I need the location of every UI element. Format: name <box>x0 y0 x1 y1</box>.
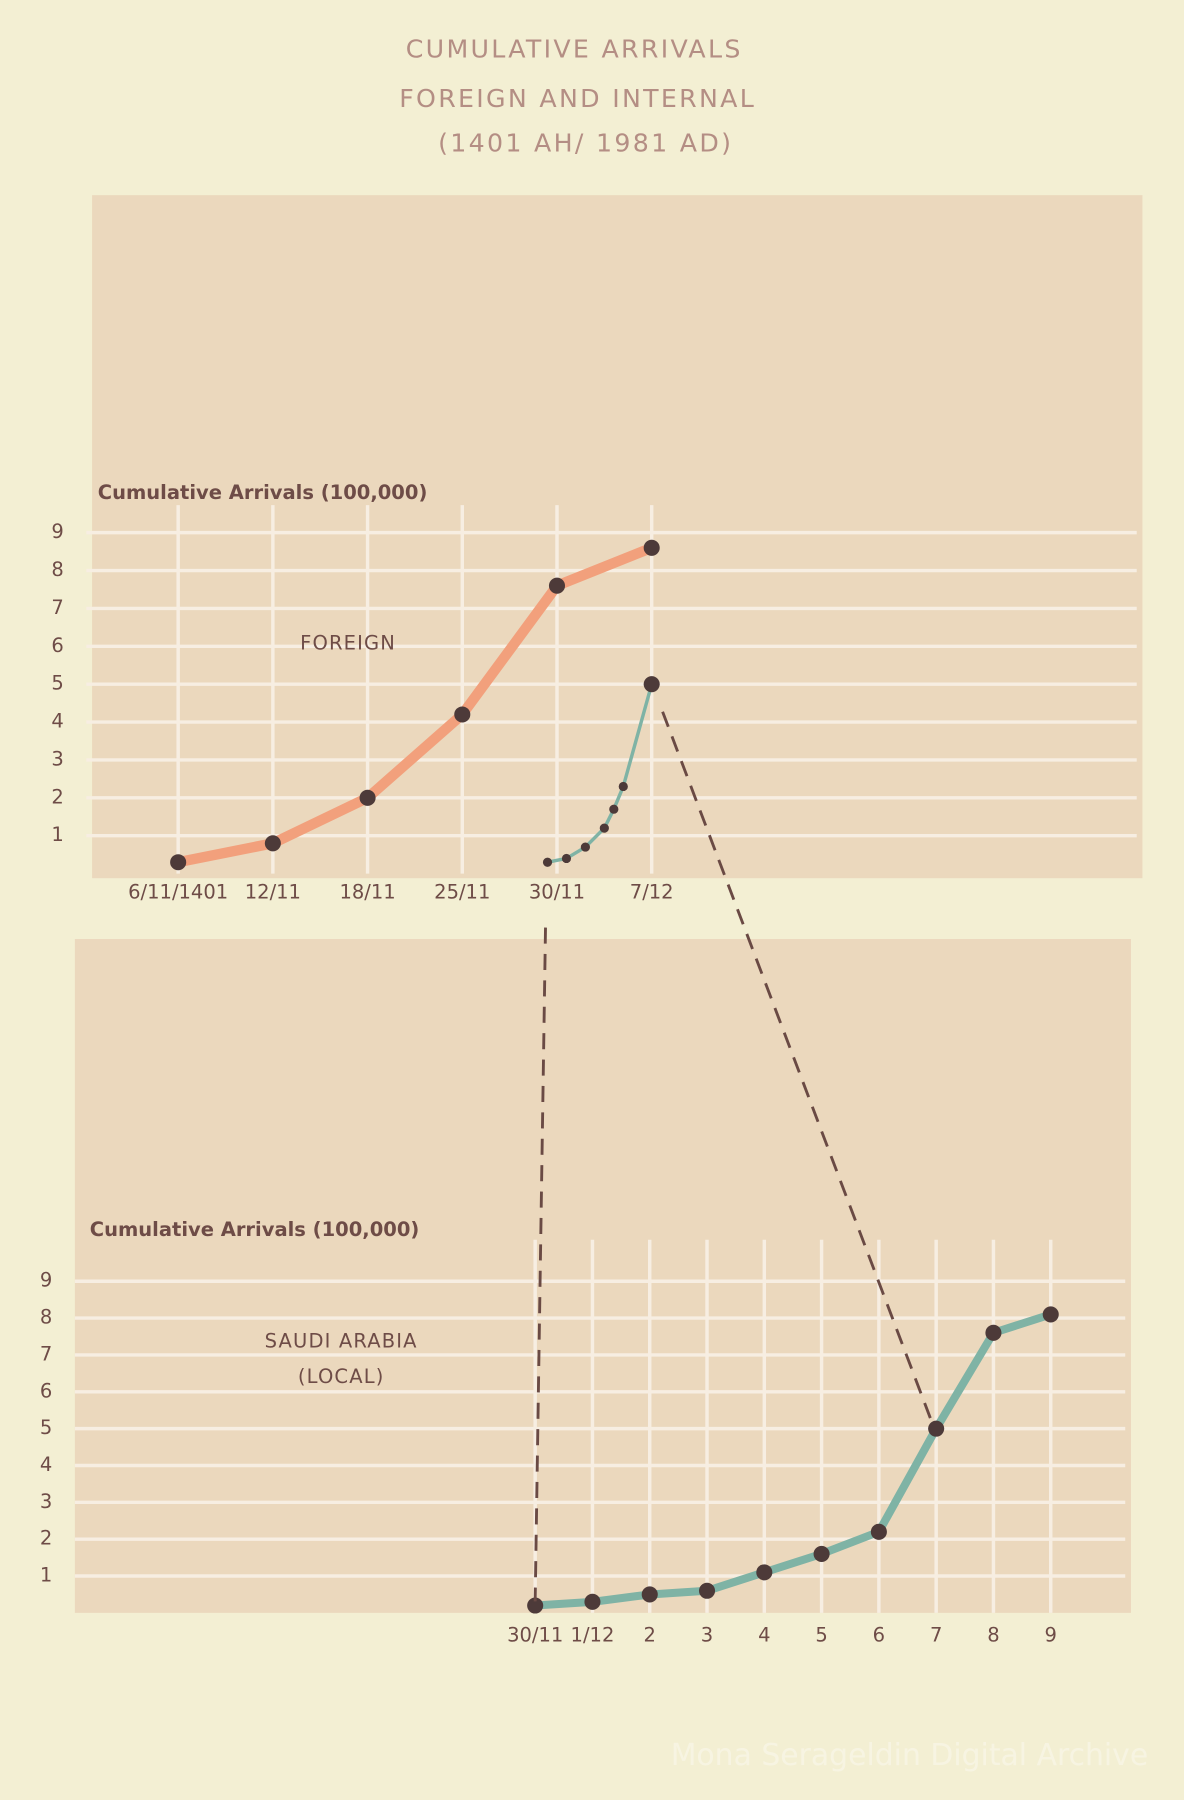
data-point <box>580 842 590 852</box>
data-point <box>561 853 572 864</box>
data-point <box>928 1420 945 1437</box>
data-point <box>641 1586 658 1603</box>
x-tick-label: 25/11 <box>434 881 490 904</box>
title-line: CUMULATIVE ARRIVALS <box>406 35 743 64</box>
data-point <box>584 1593 601 1610</box>
data-point <box>1042 1306 1059 1323</box>
x-tick-label: 30/11 <box>507 1623 563 1646</box>
data-point <box>870 1523 887 1540</box>
x-tick-label: 3 <box>701 1623 713 1646</box>
data-point <box>599 823 609 833</box>
x-tick-label: 6/11/1401 <box>128 881 228 904</box>
x-tick-label: 7 <box>930 1623 942 1646</box>
title-line: (1401 AH/ 1981 AD) <box>438 129 733 158</box>
data-point <box>454 706 471 723</box>
series-line <box>531 1310 1055 1610</box>
data-point <box>756 1564 773 1581</box>
x-tick-label: 6 <box>873 1623 885 1646</box>
y-tick-label: 3 <box>40 1490 52 1513</box>
data-point <box>264 835 281 852</box>
y-tick-label: 7 <box>51 596 63 619</box>
x-tick-label: 2 <box>644 1623 656 1646</box>
connector <box>661 711 934 1424</box>
y-tick-label: 9 <box>40 1269 52 1292</box>
x-tick-label: 7/12 <box>630 881 674 904</box>
y-tick-label: 7 <box>40 1342 52 1365</box>
data-point <box>643 539 660 556</box>
y-tick-label: 6 <box>51 634 63 657</box>
y-axis-label: Cumulative Arrivals (100,000) <box>98 481 428 504</box>
data-point <box>527 1597 544 1614</box>
y-tick-label: 5 <box>40 1416 52 1439</box>
y-axis-label: Cumulative Arrivals (100,000) <box>90 1218 420 1241</box>
y-tick-label: 5 <box>51 672 63 695</box>
y-tick-label: 4 <box>40 1453 52 1476</box>
y-tick-label: 1 <box>40 1564 52 1587</box>
x-tick-label: 5 <box>815 1623 827 1646</box>
title-line: FOREIGN AND INTERNAL <box>399 84 756 113</box>
y-tick-label: 9 <box>51 520 63 543</box>
data-point <box>548 577 566 594</box>
y-tick-label: 6 <box>40 1379 52 1402</box>
data-point <box>643 676 660 693</box>
x-tick-label: 18/11 <box>339 881 395 904</box>
panel-top <box>92 195 1143 879</box>
data-point <box>985 1324 1002 1341</box>
x-tick-label: 8 <box>987 1623 999 1646</box>
x-tick-label: 30/11 <box>529 881 585 904</box>
data-point <box>170 854 187 871</box>
panel-bottom <box>74 939 1131 1613</box>
y-tick-label: 2 <box>51 785 63 808</box>
data-point <box>542 857 553 867</box>
data-point <box>609 804 619 814</box>
x-tick-label: 4 <box>758 1623 770 1646</box>
x-tick-label: 1/12 <box>571 1623 615 1646</box>
watermark: Mona Serageldin Digital Archive <box>671 1738 1148 1773</box>
data-point <box>618 781 628 792</box>
data-point <box>698 1582 716 1599</box>
y-tick-label: 1 <box>51 823 63 846</box>
x-tick-label: 12/11 <box>245 881 301 904</box>
plots: 1 2 3 4 5 6 7 8 9 6/11/1401 12/11 18/11 25/11 30/11 7/… <box>40 481 1137 1646</box>
data-point <box>359 789 376 806</box>
y-tick-label: 8 <box>40 1306 52 1329</box>
annotation: FOREIGN <box>300 632 396 655</box>
connector <box>533 927 547 1602</box>
data-point <box>813 1545 830 1562</box>
x-tick-label: 9 <box>1045 1623 1057 1646</box>
annotation: (LOCAL) <box>298 1365 385 1388</box>
series-line <box>172 542 657 868</box>
y-tick-label: 8 <box>51 558 63 581</box>
y-tick-label: 4 <box>51 710 63 733</box>
y-tick-label: 3 <box>51 747 63 770</box>
annotation: SAUDI ARABIA <box>265 1329 418 1352</box>
y-tick-label: 2 <box>40 1527 52 1550</box>
